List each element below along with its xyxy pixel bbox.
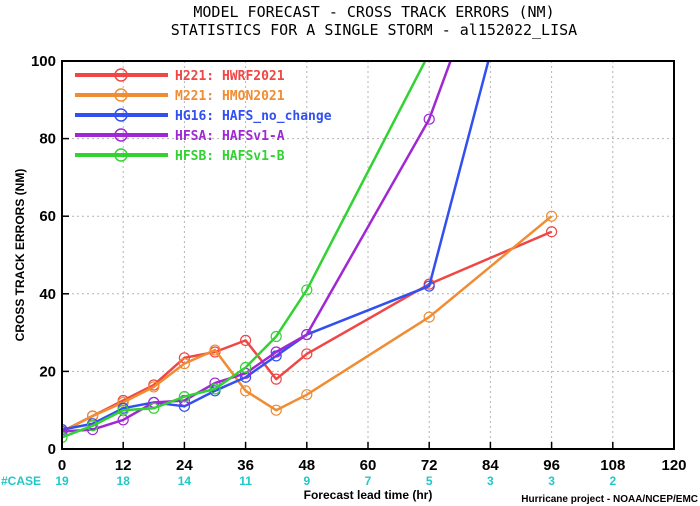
series-group <box>62 61 452 438</box>
data-point <box>178 358 190 370</box>
credit-text: Hurricane project - NOAA/NCEP/EMC <box>521 494 698 505</box>
data-point <box>424 48 434 58</box>
legend-label: HFSA: HAFSv1-A <box>175 129 285 144</box>
case-count: 14 <box>178 474 192 488</box>
legend-marker <box>114 88 128 102</box>
x-tick-label: 108 <box>600 457 625 474</box>
data-point <box>301 284 313 296</box>
data-point <box>545 210 558 222</box>
data-point <box>86 420 99 432</box>
chart-subtitle: STATISTICS FOR A SINGLE STORM - al152022… <box>171 21 577 39</box>
case-count: 2 <box>609 474 616 488</box>
legend-item: H221: HWRF2021 <box>75 68 285 84</box>
x-tick-label: 12 <box>115 457 132 474</box>
series-group <box>62 210 558 438</box>
case-count: 3 <box>487 474 494 488</box>
legend-label: H221: HWRF2021 <box>175 69 285 84</box>
data-point <box>209 344 221 356</box>
case-count: 5 <box>426 474 433 488</box>
case-count: 3 <box>548 474 555 488</box>
case-count: 19 <box>55 474 69 488</box>
data-point <box>270 373 282 385</box>
x-tick-label: 0 <box>58 457 66 474</box>
data-point <box>117 404 129 416</box>
legend-item: HFSA: HAFSv1-A <box>75 128 285 144</box>
y-tick-label: 0 <box>48 441 56 458</box>
case-count: 11 <box>239 474 252 488</box>
legend-marker <box>114 68 128 82</box>
legend-label: HG16: HAFS_no_change <box>175 109 332 124</box>
legend-item: HFSB: HAFSv1-B <box>75 148 285 164</box>
legend-item: HG16: HAFS_no_change <box>75 108 332 124</box>
data-point <box>209 383 221 395</box>
case-count: 7 <box>365 474 372 488</box>
case-counts: 19 18 14 11 9 7 5 3 3 2 <box>55 474 616 488</box>
x-tick-label: 36 <box>237 457 254 474</box>
legend-item: M221: HMON2021 <box>75 88 285 104</box>
data-point <box>301 328 313 341</box>
data-point <box>423 280 435 292</box>
data-point <box>62 425 68 438</box>
x-axis-label: Forecast lead time (hr) <box>304 488 433 502</box>
plot-area <box>62 48 558 443</box>
series-line <box>62 61 452 433</box>
x-tick-label: 48 <box>298 457 315 474</box>
data-point <box>148 381 160 393</box>
data-point <box>178 391 190 403</box>
case-count: 18 <box>117 474 131 488</box>
data-point <box>240 361 252 374</box>
legend-marker <box>114 148 128 162</box>
case-count: 9 <box>303 474 310 488</box>
data-point <box>545 226 558 238</box>
series-line <box>62 61 427 439</box>
x-tick-label: 96 <box>543 457 560 474</box>
data-point <box>423 113 435 125</box>
data-point <box>62 431 68 443</box>
y-tick-label: 100 <box>31 53 56 70</box>
x-tick-label: 72 <box>421 457 438 474</box>
legend-label: HFSB: HAFSv1-B <box>175 149 285 164</box>
axis-ticks: 0 12 24 36 48 60 72 84 96 108 120 0 20 40 60 80 100 <box>31 53 687 474</box>
legend: H221: HWRF2021 M221: HMON2021 HG16: HAFS_n… <box>75 68 332 164</box>
data-point <box>240 385 252 397</box>
x-tick-label: 84 <box>482 457 499 474</box>
grid <box>62 61 674 449</box>
y-tick-label: 40 <box>39 286 56 303</box>
y-tick-label: 60 <box>39 208 56 225</box>
plot-frame <box>61 60 675 450</box>
data-point <box>270 404 282 416</box>
data-point <box>240 334 252 346</box>
series-line <box>62 61 490 431</box>
case-label: #CASE <box>1 474 41 488</box>
data-point <box>270 330 282 343</box>
data-point <box>301 389 313 401</box>
x-tick-label: 60 <box>360 457 377 474</box>
data-point <box>485 48 495 58</box>
series-group <box>62 48 434 443</box>
data-point <box>301 348 313 360</box>
x-tick-label: 120 <box>661 457 686 474</box>
series-lines <box>62 48 558 443</box>
y-axis-label: CROSS TRACK ERRORS (NM) <box>13 169 27 342</box>
y-tick-label: 80 <box>39 131 56 148</box>
y-tick-label: 20 <box>39 363 56 380</box>
data-point <box>423 311 435 323</box>
x-tick-label: 24 <box>176 457 193 474</box>
legend-marker <box>114 128 128 142</box>
legend-label: M221: HMON2021 <box>175 89 285 104</box>
chart-title: MODEL FORECAST - CROSS TRACK ERRORS (NM) <box>193 3 554 21</box>
data-point <box>270 346 282 358</box>
data-point <box>148 402 160 414</box>
series-line <box>62 215 553 433</box>
legend-marker <box>114 108 128 122</box>
